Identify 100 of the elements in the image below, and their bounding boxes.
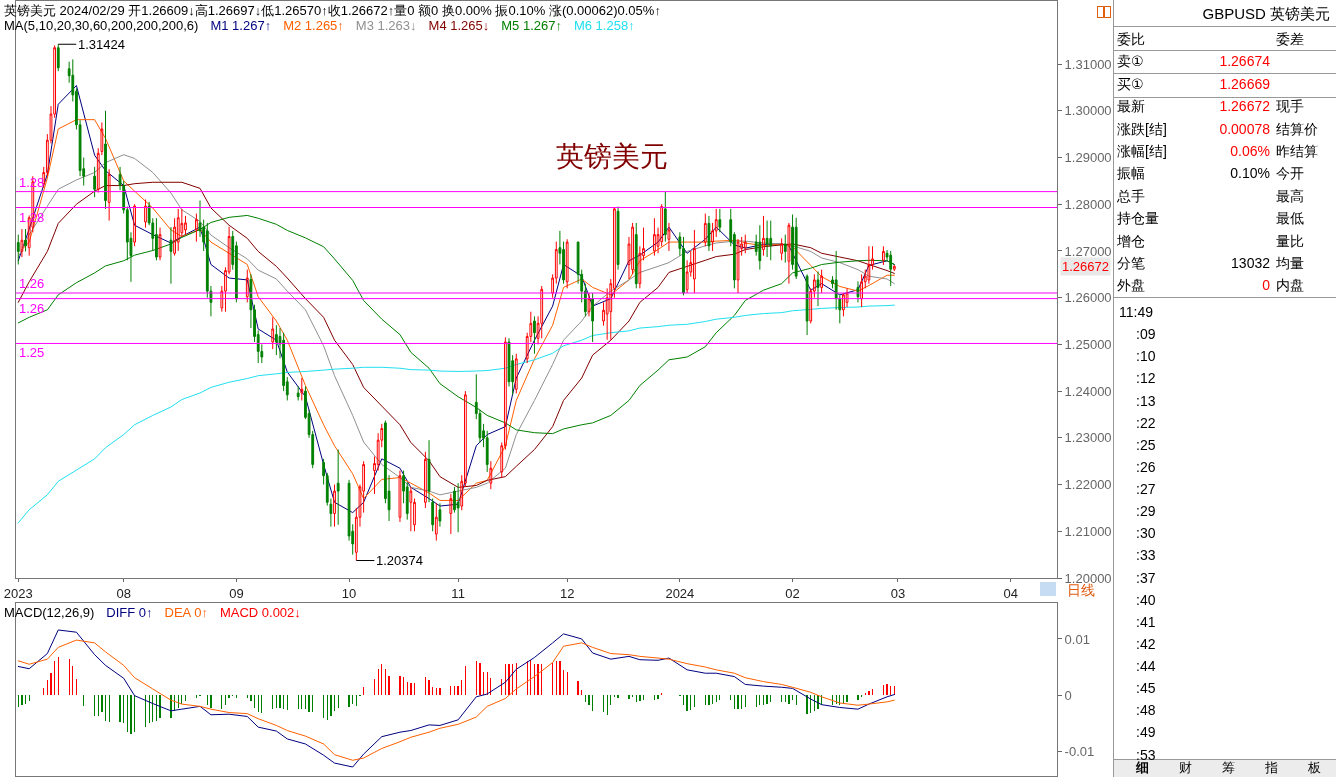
text: :30 [1136,524,1156,544]
candlestick [245,269,249,303]
candlestick [820,269,824,294]
candlestick [271,316,275,350]
candlestick [456,482,460,533]
y-tick-label: 1.27000 [1064,243,1112,259]
candlestick [93,166,96,198]
text: :33 [1136,546,1156,566]
x-tick-label: 03 [890,585,906,601]
candlestick [133,203,136,247]
candlestick [533,315,536,355]
line-series [17,304,895,524]
text: 0.10% [1230,165,1270,182]
text: 分笔 [1117,254,1145,273]
candlestick [787,222,791,285]
candlestick [409,486,413,532]
text: :45 [1136,679,1156,699]
text: 财 [1177,759,1193,777]
candlestick [805,273,809,336]
candlestick [158,227,162,261]
text: 增仓 [1117,231,1145,251]
candlestick [434,502,438,542]
text: 结算价 [1276,119,1318,139]
text: 1.26672 [1062,259,1109,274]
candlestick [882,245,885,266]
legend-title: MACD(12,26,9) [4,605,95,620]
text: :12 [1136,369,1156,389]
text: GBPUSD 英镑美元 [1202,4,1330,24]
text: 委差 [1276,30,1304,49]
y-tick-label: 0.01 [1064,631,1090,647]
y-tick-label: 1.21000 [1064,523,1112,539]
text: 最高 [1276,186,1304,206]
text: :26 [1136,457,1156,477]
candlestick [24,228,27,252]
candlestick [155,217,158,261]
text: 振幅 [1117,164,1145,184]
candlestick [176,208,180,252]
text: :09 [1136,325,1156,345]
candlestick [631,222,634,275]
x-tick-label: 2024 [665,585,695,601]
text: 内盘 [1276,276,1304,296]
candlestick [449,493,453,535]
candlestick [718,208,722,233]
text: :44 [1136,657,1156,677]
y-tick-label: 1.24000 [1064,383,1112,399]
candlestick [489,460,493,490]
candlestick [107,168,111,222]
text: 0.06% [1230,143,1270,159]
candlestick [769,220,773,261]
x-tick-label: 11 [451,585,465,601]
candlestick [104,110,107,210]
text: 涨跌[结] [1117,119,1167,139]
y-tick-label: 1.30000 [1064,103,1112,119]
candlestick [427,439,431,503]
text: 指 [1264,759,1280,777]
y-tick-label: 1.22000 [1064,477,1112,493]
text: :27 [1136,480,1156,500]
candlestick [892,264,896,272]
candlestick [431,498,435,532]
candlestick [169,226,173,285]
text: 13032 [1231,255,1270,271]
text: 外盘 [1117,276,1145,296]
x-tick-label: 02 [785,585,800,601]
text: DEA 0↑ [164,605,208,620]
candlestick [707,215,711,252]
candlestick [438,502,442,528]
candlestick [816,271,820,307]
candlestick [758,224,762,271]
candlestick [860,273,863,308]
y-tick-label: 1.29000 [1064,150,1112,166]
text: M1 1.267↑ [210,18,272,33]
text: 卖① [1117,52,1144,72]
text: :10 [1136,347,1156,367]
x-tick-label: 10 [341,585,357,601]
candlestick [794,217,798,280]
text: 日线 [1067,582,1095,598]
text: 今开 [1276,164,1304,184]
candlestick [56,43,60,72]
legend-title: MA(5,10,20,30,60,200,200,200,6) [4,18,199,33]
annotation: 1.20374 [376,553,423,568]
candlestick [842,292,845,317]
y-tick-label: 0 [1064,687,1072,703]
text: M5 1.267↑ [501,18,562,33]
annotation: 1.31424 [78,37,125,52]
candlestick [762,215,765,257]
candlestick [783,234,787,264]
text: :37 [1136,568,1156,588]
y-tick-label: 1.31000 [1064,56,1112,72]
candlestick [703,213,707,247]
candlestick [20,228,24,258]
text: 均量 [1276,254,1304,273]
candlestick [682,236,685,296]
text: DIFF 0↑ [106,605,153,620]
text: 持仓量 [1117,209,1159,229]
candlestick [653,217,656,257]
text: 11:49 [1119,303,1153,322]
candlestick [743,234,747,254]
text: 0.00078 [1219,120,1270,137]
y-tick-label: 1.25000 [1064,336,1112,352]
text: :29 [1136,502,1156,522]
